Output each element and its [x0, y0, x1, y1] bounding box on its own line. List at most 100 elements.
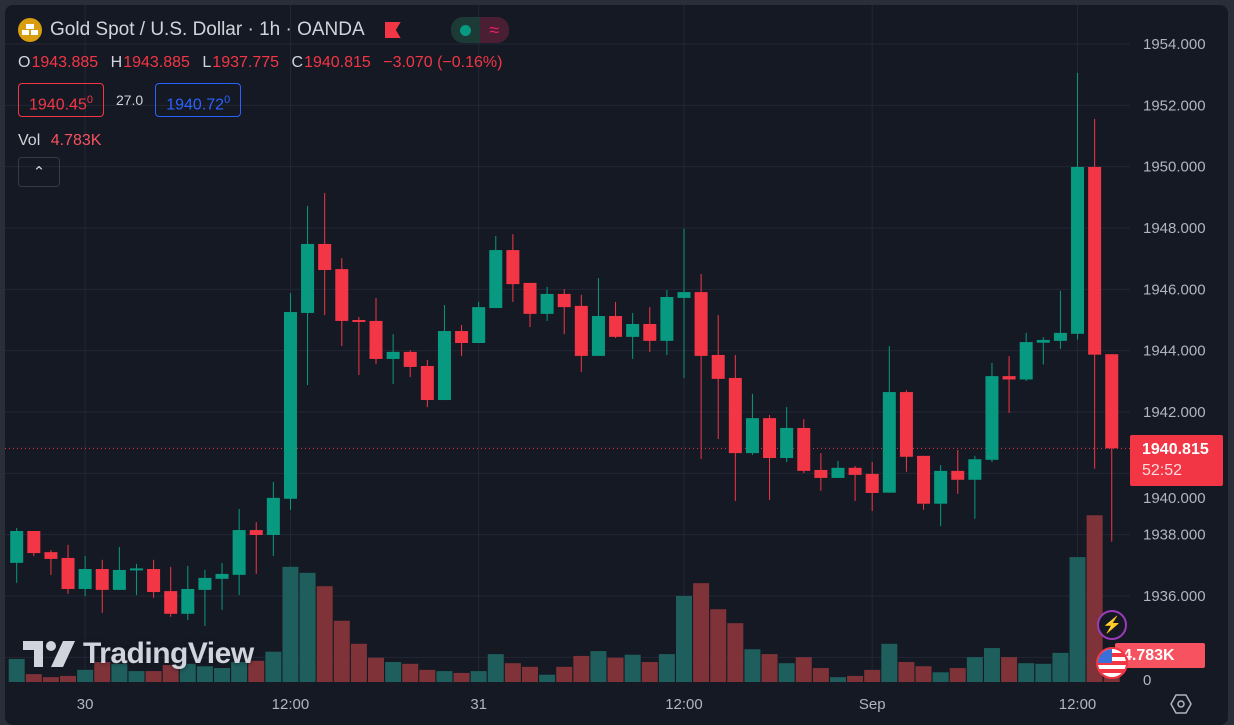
candle-up — [1036, 339, 1050, 343]
volume-bar — [881, 643, 898, 682]
price-axis-label: 0 — [1143, 672, 1151, 689]
high-label: H — [110, 54, 123, 71]
volume-bar — [25, 674, 42, 682]
volume-bar — [864, 669, 881, 682]
volume-bar — [847, 675, 864, 682]
candle-down — [797, 427, 811, 471]
volume-bar — [145, 671, 162, 682]
volume-bar — [196, 666, 213, 682]
candle-down — [694, 292, 708, 356]
price-axis-label: 1940.000 — [1143, 490, 1206, 507]
close-label: C — [291, 54, 304, 71]
candle-down — [164, 591, 178, 614]
volume-bar — [214, 668, 231, 682]
spread-value: 27.0 — [115, 92, 144, 108]
flag-icon[interactable] — [384, 22, 401, 38]
volume-bar — [522, 666, 538, 682]
open-label: O — [18, 54, 31, 71]
bid-price: 1940.45 — [29, 96, 87, 114]
change-value: −3.070 (−0.16%) — [383, 54, 503, 71]
volume-bar — [179, 663, 196, 682]
candle-up — [1071, 166, 1085, 334]
volume-bar — [316, 586, 333, 682]
volume-bar — [1086, 515, 1103, 682]
us-flag-event-icon[interactable] — [1096, 647, 1128, 679]
logo-text: TradingView — [83, 637, 254, 670]
candle-down — [865, 473, 879, 493]
candle-up — [626, 323, 640, 337]
candle-up — [181, 588, 195, 614]
sell-button[interactable]: 1940.450 — [18, 83, 104, 117]
volume-bar — [812, 668, 829, 682]
buy-button[interactable]: 1940.720 — [155, 83, 242, 117]
time-axis-label: 12:00 — [272, 696, 310, 713]
last-price-tag: 1940.815 52:52 — [1130, 435, 1223, 486]
market-open-icon — [450, 17, 480, 43]
volume-bar — [795, 657, 812, 682]
volume-bar — [42, 677, 59, 682]
volume-bar — [282, 566, 299, 682]
tradingview-logo-icon — [23, 641, 75, 667]
lightning-event-icon[interactable]: ⚡ — [1097, 610, 1127, 640]
candle-down — [369, 320, 383, 359]
volume-bar — [539, 674, 556, 682]
candle-down — [403, 351, 417, 367]
volume-legend: Vol 4.783K — [18, 132, 101, 150]
volume-bar — [248, 660, 265, 682]
price-axis-label: 1950.000 — [1143, 159, 1206, 176]
volume-bar — [966, 657, 983, 682]
tradingview-logo[interactable]: TradingView — [23, 637, 254, 671]
candle-up — [745, 418, 759, 454]
volume-bar — [77, 669, 94, 682]
candle-down — [506, 250, 520, 285]
quote-row: 1940.450 27.0 1940.720 — [18, 83, 242, 117]
volume-bar — [265, 651, 282, 682]
volume-bar — [1035, 663, 1052, 682]
price-axis-label: 1936.000 — [1143, 588, 1206, 605]
volume-bar — [231, 661, 248, 682]
volume-bar — [1018, 663, 1035, 682]
settings-hexagon-icon[interactable] — [1169, 692, 1193, 716]
candle-down — [147, 569, 161, 593]
price-axis-label: 1938.000 — [1143, 527, 1206, 544]
candle-down — [61, 557, 75, 589]
collapse-legend-button[interactable]: ⌃ — [18, 157, 60, 187]
symbol-title[interactable]: Gold Spot / U.S. Dollar · 1h · OANDA — [50, 19, 365, 40]
volume-bar — [1001, 657, 1018, 682]
low-label: L — [202, 54, 212, 71]
volume-label: Vol — [18, 132, 41, 149]
price-chart[interactable]: 1954.000 1952.000 1950.000 1948.000 1946.000… — [5, 5, 1228, 725]
volume-bar — [693, 583, 710, 682]
volume-bar — [333, 620, 350, 682]
candle-down — [643, 323, 657, 341]
candle-up — [882, 392, 896, 493]
candle-up — [831, 467, 845, 478]
candle-up — [215, 573, 229, 579]
candle-down — [523, 282, 537, 314]
time-axis-label: 30 — [77, 696, 94, 713]
candle-up — [78, 569, 92, 589]
candle-down — [1002, 376, 1016, 380]
market-status-pill[interactable]: ≈ — [450, 17, 509, 43]
candle-down — [951, 470, 965, 480]
candle-down — [95, 569, 109, 590]
volume-bar — [504, 663, 521, 682]
candle-down — [249, 530, 263, 535]
candle-down — [763, 418, 777, 459]
ask-pip: 0 — [224, 94, 231, 106]
time-axis-label: 12:00 — [665, 696, 703, 713]
ohlc-values: O1943.885 H1943.885 L1937.775 C1940.815 … — [18, 54, 510, 72]
candle-down — [711, 354, 725, 379]
price-axis-label: 1942.000 — [1143, 404, 1206, 421]
chevron-up-icon: ⌃ — [32, 164, 46, 181]
volume-bar — [898, 661, 915, 682]
candle-down — [420, 366, 434, 401]
volume-bar — [487, 654, 504, 682]
time-axis-label: Sep — [859, 696, 886, 713]
candle-up — [437, 331, 451, 401]
candle-down — [609, 316, 623, 337]
price-axis-label: 1948.000 — [1143, 220, 1206, 237]
chart-panel[interactable]: 1954.000 1952.000 1950.000 1948.000 1946.000… — [5, 5, 1228, 725]
ask-price: 1940.72 — [166, 96, 225, 114]
candle-up — [198, 577, 212, 590]
